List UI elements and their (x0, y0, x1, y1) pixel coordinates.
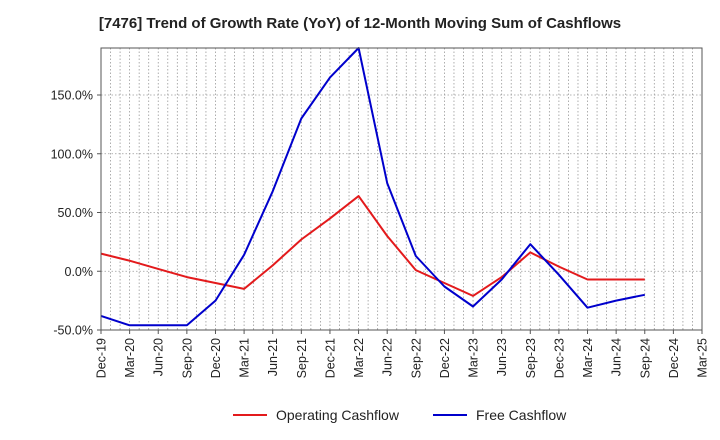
plot-frame (100, 47, 703, 331)
x-tick-label: Jun-21 (266, 338, 280, 376)
legend-label-operating-cashflow: Operating Cashflow (276, 407, 399, 423)
x-tick-label: Sep-21 (295, 338, 309, 378)
x-tick-label: Sep-23 (524, 338, 538, 378)
x-tick-label: Mar-23 (467, 338, 481, 378)
x-tick-label: Sep-22 (409, 338, 423, 378)
y-tick-label: 50.0% (58, 206, 93, 220)
x-tick-label: Mar-24 (581, 338, 595, 378)
x-tick-label: Mar-25 (696, 338, 710, 378)
y-tick-label: 0.0% (65, 265, 94, 279)
x-tick-label: Dec-21 (323, 338, 337, 378)
x-tick-label: Jun-23 (495, 338, 509, 376)
x-tick-label: Sep-24 (638, 338, 652, 378)
x-tick-label: Mar-20 (123, 338, 137, 378)
grid-lines (101, 48, 702, 331)
legend-item-free-cashflow: Free Cashflow (433, 406, 566, 424)
legend-swatch-operating-cashflow (233, 414, 267, 416)
series-line-operating-cashflow (100, 195, 645, 297)
y-axis: -50.0% 0.0% 50.0% 100.0% 150.0% (51, 89, 101, 338)
y-tick-label: 100.0% (51, 147, 93, 161)
legend-label-free-cashflow: Free Cashflow (476, 407, 567, 423)
legend-swatch-free-cashflow (433, 414, 467, 416)
x-tick-label: Dec-22 (438, 338, 452, 378)
legend-item-operating-cashflow: Operating Cashflow (233, 406, 399, 424)
x-tick-label: Jun-22 (381, 338, 395, 376)
x-tick-label: Dec-20 (209, 338, 223, 378)
x-tick-label: Dec-24 (667, 338, 681, 378)
y-tick-label: -50.0% (53, 324, 93, 338)
x-tick-label: Jun-20 (152, 338, 166, 376)
x-tick-label: Sep-20 (180, 338, 194, 378)
series-lines (100, 47, 645, 327)
x-tick-label: Mar-21 (238, 338, 252, 378)
x-tick-label: Jun-24 (610, 338, 624, 376)
series-line-free-cashflow (100, 47, 645, 327)
x-tick-label: Dec-23 (552, 338, 566, 378)
x-tick-label: Dec-19 (95, 338, 109, 378)
x-tick-label: Mar-22 (352, 338, 366, 378)
x-axis: Dec-19 Mar-20 Jun-20 Sep-20 Dec-20 Mar-21 Jun-… (95, 330, 710, 378)
chart-title: [7476] Trend of Growth Rate (YoY) of 12-… (98, 15, 622, 32)
y-tick-label: 150.0% (51, 89, 93, 103)
